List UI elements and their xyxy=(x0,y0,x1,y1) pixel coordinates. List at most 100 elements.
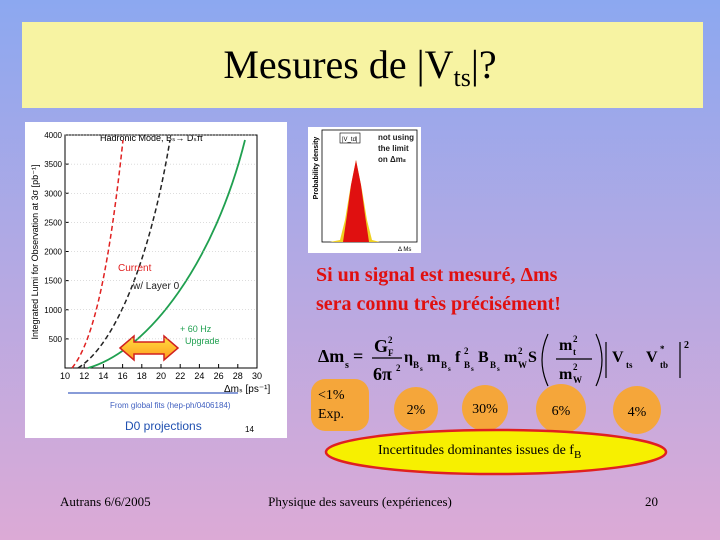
formula-part: * xyxy=(660,344,665,354)
uncertainty-label: 2% xyxy=(407,403,426,418)
x-tick-label: 26 xyxy=(214,371,224,381)
formula-part: G xyxy=(374,336,388,356)
x-axis-label: Δmₛ [ps⁻¹] xyxy=(224,384,270,395)
formula-part: t xyxy=(573,347,576,357)
formula-part: s xyxy=(345,360,349,371)
x-tick-label: 28 xyxy=(233,371,243,381)
uncertainty-bubble xyxy=(311,379,369,431)
legend-box xyxy=(339,132,361,144)
statement-line: sera connu très précisément! xyxy=(316,293,561,315)
formula-part: V xyxy=(646,349,658,366)
x-tick-label: 18 xyxy=(137,371,147,381)
formula-part: B xyxy=(441,360,447,370)
title-box xyxy=(22,22,703,108)
title-main: Mesures de |V xyxy=(223,42,453,87)
y-tick-label: 4000 xyxy=(44,131,62,140)
formula-part: 2 xyxy=(464,346,469,356)
uncertainty-label: 4% xyxy=(628,405,647,420)
x-tick-label: 22 xyxy=(175,371,185,381)
formula-part: Δm xyxy=(318,346,344,366)
y-tick-label: 2000 xyxy=(44,248,62,257)
formula-part: s xyxy=(497,365,500,373)
annotation-2: the limit xyxy=(378,144,409,153)
y-tick-label: 3500 xyxy=(44,160,62,169)
legend-upgrade: Upgrade xyxy=(185,336,220,346)
formula-part: 2 xyxy=(573,334,578,344)
formula-part: = xyxy=(353,346,363,366)
formula-part: B xyxy=(413,360,419,370)
curve-current xyxy=(71,139,124,369)
footer-right: 20 xyxy=(645,494,658,509)
formula-part: B xyxy=(490,360,496,370)
y-tick-label: 2500 xyxy=(44,218,62,227)
formula-part: tb xyxy=(660,360,668,370)
figure-header: Hadronic Mode, Bₛ→ Dₛπ xyxy=(100,133,203,143)
uncertainty-label: 30% xyxy=(472,402,498,417)
y-tick-label: 500 xyxy=(49,335,63,344)
title-sub: ts xyxy=(454,63,471,92)
footnote: From global fits (hep-ph/0406184) xyxy=(110,401,231,410)
uncertainty-label: Exp. xyxy=(318,407,344,422)
uncertainty-bubble xyxy=(394,387,438,431)
formula-part: 2 xyxy=(396,363,401,373)
formula-part: s xyxy=(448,365,451,373)
formula-part: W xyxy=(573,375,582,385)
formula-part: s xyxy=(471,365,474,373)
uncertainty-bubble xyxy=(536,384,586,434)
footer-left: Autrans 6/6/2005 xyxy=(60,494,151,509)
legend-60hz: + 60 Hz xyxy=(180,324,212,334)
legend-layer0: w/ Layer 0 xyxy=(132,281,180,292)
x-tick-label: 14 xyxy=(98,371,108,381)
title-end: |? xyxy=(471,42,497,87)
uncertainty-label: 6% xyxy=(552,404,571,419)
y-tick-label: 1500 xyxy=(44,277,62,286)
banner-sub: B xyxy=(574,449,581,461)
uncertainty-label: <1% xyxy=(318,388,345,403)
formula-part: ts xyxy=(626,360,633,370)
formula-part: 2 xyxy=(684,340,689,351)
right-figure: Probability density |V_td| not using the… xyxy=(308,127,421,253)
formula-part: f xyxy=(455,349,461,366)
legend-current: Current xyxy=(118,263,152,274)
annotation-3: on Δmₛ xyxy=(378,155,406,164)
x-tick-label: 24 xyxy=(194,371,204,381)
formula-part: m xyxy=(504,349,518,366)
title: Mesures de |Vts|? xyxy=(223,42,496,92)
formula-part: m xyxy=(427,349,441,366)
paren-left xyxy=(541,333,549,387)
formula-part: s xyxy=(420,365,423,373)
x-axis-label: Δ Ms xyxy=(398,247,411,253)
formula-part: F xyxy=(388,348,394,358)
x-tick-label: 20 xyxy=(156,371,166,381)
formula-part: W xyxy=(518,360,527,370)
uncertainty-bubble xyxy=(462,385,508,431)
x-tick-label: 10 xyxy=(60,371,70,381)
formula-part: V xyxy=(612,349,624,366)
page-number: 14 xyxy=(245,425,254,434)
legend-text: |V_td| xyxy=(342,137,358,143)
formula-part: 6π xyxy=(373,364,392,384)
figure-frame xyxy=(25,122,287,438)
left-figure: Hadronic Mode, Bₛ→ Dₛπ Integrated Lumi f… xyxy=(25,122,287,438)
formula-part: 2 xyxy=(573,362,578,372)
curve-upgrade xyxy=(87,139,246,369)
footer-center: Physique des saveurs (expériences) xyxy=(268,494,452,509)
uncertainty-bubble xyxy=(613,386,661,434)
formula-part: B xyxy=(464,360,470,370)
formula-part: m xyxy=(559,337,573,354)
curve-layer0 xyxy=(77,139,171,369)
distribution-inner xyxy=(343,160,369,242)
paren-right xyxy=(595,333,603,387)
banner-main: Incertitudes dominantes issues de f xyxy=(378,443,574,458)
annotation-1: not using xyxy=(378,133,414,142)
formula-part: 2 xyxy=(518,346,523,356)
y-tick-label: 3000 xyxy=(44,189,62,198)
formula-part: η xyxy=(404,349,413,366)
x-tick-label: 16 xyxy=(118,371,128,381)
y-axis-label: Integrated Lumi for Observation at 3σ [p… xyxy=(30,165,40,340)
y-axis-label: Probability density xyxy=(313,137,320,200)
formula-part: m xyxy=(559,366,573,383)
x-tick-label: 30 xyxy=(252,371,262,381)
